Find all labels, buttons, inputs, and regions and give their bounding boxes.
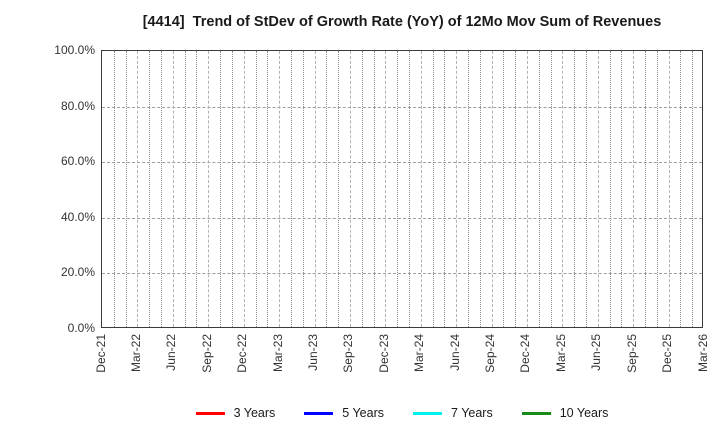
x-tick-label: Mar-22 <box>128 334 143 373</box>
x-gridline <box>444 51 446 327</box>
legend-label: 7 Years <box>451 406 493 420</box>
x-gridline <box>243 51 245 327</box>
x-gridline <box>231 51 233 327</box>
x-gridline <box>656 51 658 327</box>
x-tick-label: Jun-25 <box>589 334 604 371</box>
x-gridline <box>692 51 694 327</box>
x-tick-label: Mar-25 <box>553 334 568 373</box>
x-gridline <box>680 51 682 327</box>
x-tick-label: Dec-23 <box>376 334 391 373</box>
x-gridline <box>161 51 162 327</box>
x-tick-label: Dec-24 <box>518 334 533 373</box>
y-tick-label: 20.0% <box>60 265 95 280</box>
x-gridline <box>172 51 174 327</box>
x-gridline <box>526 51 528 327</box>
x-gridline <box>467 51 469 327</box>
x-gridline <box>515 51 517 327</box>
legend-label: 5 Years <box>342 406 385 420</box>
y-gridline <box>102 162 702 164</box>
x-gridline <box>668 51 670 327</box>
x-gridline <box>420 51 422 327</box>
x-tick-label: Dec-25 <box>660 334 675 373</box>
x-gridline <box>279 51 281 327</box>
y-tick-label: 0.0% <box>67 321 95 335</box>
x-tick-label: Jun-24 <box>447 334 462 371</box>
x-gridline <box>408 51 410 327</box>
x-gridline <box>184 51 186 327</box>
x-gridline <box>125 51 127 327</box>
y-tick-label: 60.0% <box>60 154 95 169</box>
x-gridline <box>645 51 646 327</box>
y-gridline <box>102 273 702 275</box>
x-gridline <box>290 51 292 327</box>
legend-line-swatch <box>304 411 334 415</box>
x-gridline <box>491 51 493 327</box>
x-gridline <box>503 51 505 327</box>
x-gridline <box>149 51 151 327</box>
legend-item: 3 Years <box>195 406 276 420</box>
x-gridline <box>349 51 351 327</box>
x-tick-label: Jun-23 <box>306 334 320 371</box>
y-tick-label: 100.0% <box>54 43 95 57</box>
x-gridline <box>385 51 387 327</box>
legend-line-swatch <box>521 411 551 415</box>
plot-area <box>101 50 703 328</box>
legend-item: 10 Years <box>521 406 609 420</box>
chart-title: [4414] Trend of StDev of Growth Rate (Yo… <box>142 14 662 30</box>
y-tick-label: 80.0% <box>60 98 95 113</box>
x-gridline <box>338 51 340 327</box>
x-gridline <box>208 51 210 327</box>
x-gridline <box>538 51 540 327</box>
x-tick-label: Sep-25 <box>624 334 639 373</box>
x-gridline <box>196 51 198 327</box>
legend-label: 3 Years <box>233 406 276 420</box>
x-gridline <box>633 51 635 327</box>
x-tick-label: Sep-23 <box>341 334 356 373</box>
x-gridline <box>220 51 221 327</box>
x-gridline <box>137 51 139 327</box>
x-gridline <box>267 51 269 327</box>
x-gridline <box>255 51 257 327</box>
legend-line-swatch <box>413 411 443 415</box>
x-gridline <box>302 51 304 327</box>
x-tick-label: Mar-23 <box>270 334 285 373</box>
x-gridline <box>609 51 611 327</box>
x-tick-label: Sep-24 <box>483 334 497 373</box>
legend-line-swatch <box>195 411 225 415</box>
x-gridline <box>562 51 564 327</box>
x-tick-label: Mar-24 <box>412 334 427 373</box>
y-tick-label: 40.0% <box>60 209 95 224</box>
x-gridline <box>373 51 375 327</box>
x-gridline <box>456 51 458 327</box>
x-tick-label: Dec-22 <box>235 334 250 373</box>
legend: 3 Years 5 Years 7 Years 10 Years <box>101 406 703 420</box>
x-gridline <box>432 51 434 327</box>
x-gridline <box>621 51 623 327</box>
x-gridline <box>113 51 115 327</box>
x-gridline <box>479 51 481 327</box>
x-gridline <box>586 51 587 327</box>
x-tick-label: Mar-26 <box>695 334 710 373</box>
y-gridline <box>102 106 702 108</box>
x-gridline <box>314 51 316 327</box>
x-gridline <box>597 51 599 327</box>
x-gridline <box>326 51 328 327</box>
x-tick-label: Dec-21 <box>93 334 108 373</box>
legend-label: 10 Years <box>559 406 609 420</box>
legend-item: 7 Years <box>413 406 493 420</box>
y-gridline <box>102 217 702 219</box>
x-gridline <box>397 51 399 327</box>
x-gridline <box>361 51 363 327</box>
x-tick-label: Jun-22 <box>164 334 179 371</box>
x-gridline <box>550 51 552 327</box>
legend-item: 5 Years <box>304 406 384 420</box>
x-gridline <box>574 51 576 327</box>
x-tick-label: Sep-22 <box>199 334 214 373</box>
